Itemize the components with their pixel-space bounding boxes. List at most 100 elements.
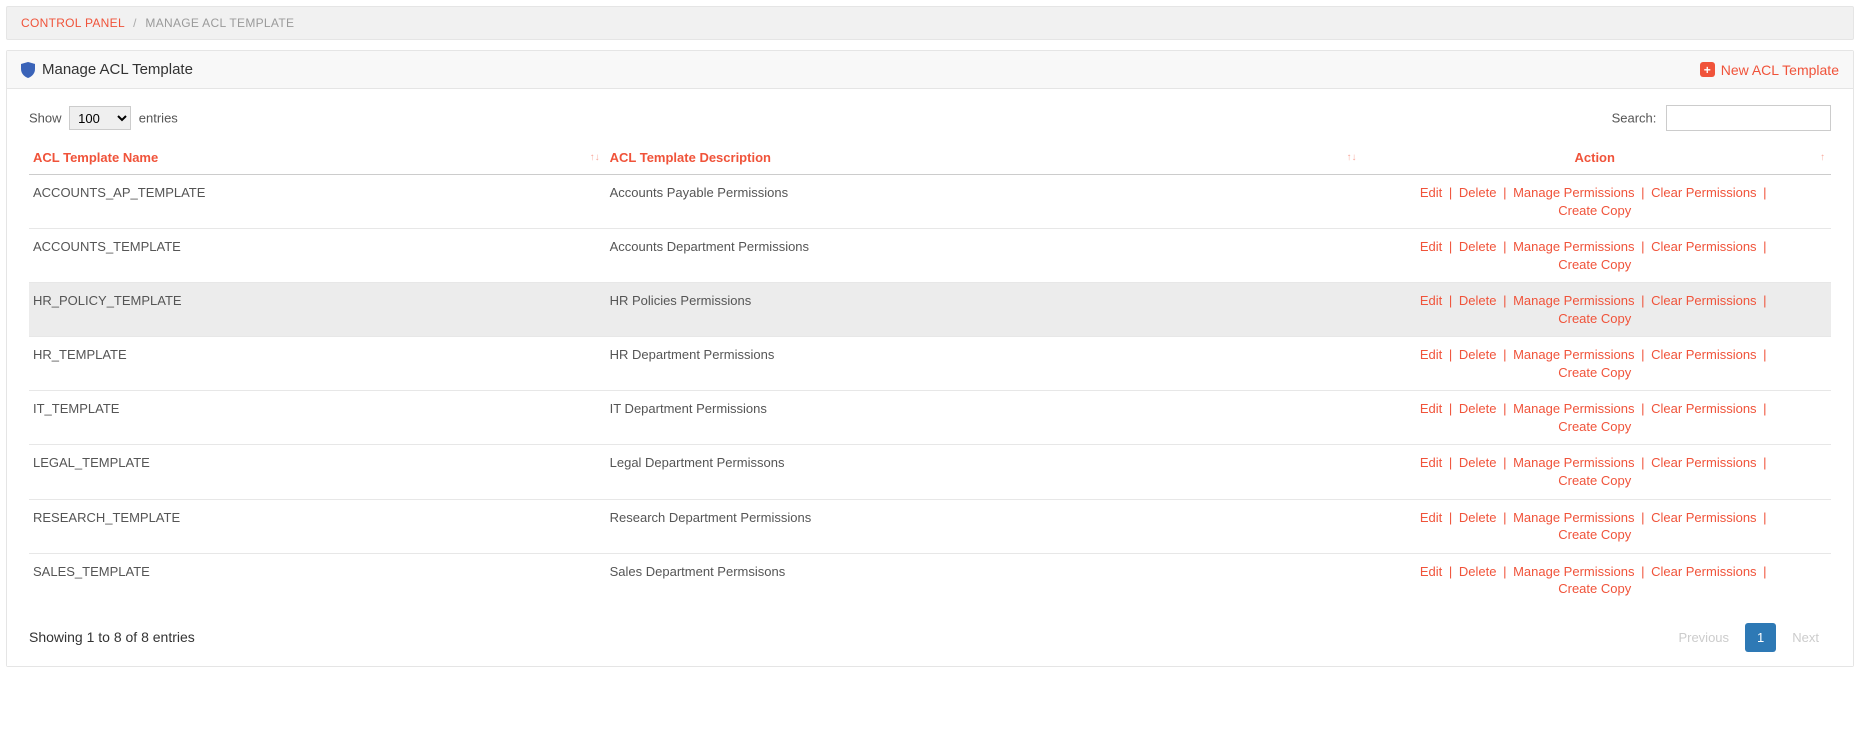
column-header-description-label: ACL Template Description — [610, 150, 771, 165]
cell-actions: Edit | Delete | Manage Permissions | Cle… — [1362, 499, 1831, 553]
action-separator: | — [1499, 347, 1510, 362]
action-clear-permissions[interactable]: Clear Permissions — [1651, 510, 1756, 525]
action-create-copy[interactable]: Create Copy — [1558, 257, 1631, 272]
action-separator: | — [1637, 185, 1648, 200]
column-header-action[interactable]: Action ↑ — [1362, 141, 1831, 175]
action-separator: | — [1637, 293, 1648, 308]
column-header-action-label: Action — [1575, 150, 1615, 165]
action-separator: | — [1760, 564, 1767, 579]
action-separator: | — [1445, 347, 1456, 362]
action-edit[interactable]: Edit — [1420, 510, 1442, 525]
pagination-previous[interactable]: Previous — [1666, 623, 1741, 652]
cell-description: IT Department Permissions — [606, 391, 1363, 445]
action-separator: | — [1445, 564, 1456, 579]
action-create-copy[interactable]: Create Copy — [1558, 527, 1631, 542]
cell-description: HR Department Permissions — [606, 337, 1363, 391]
action-separator: | — [1637, 564, 1648, 579]
entries-select[interactable]: 100 — [69, 106, 131, 130]
column-header-name-label: ACL Template Name — [33, 150, 158, 165]
cell-actions: Edit | Delete | Manage Permissions | Cle… — [1362, 175, 1831, 229]
action-separator: | — [1445, 510, 1456, 525]
search-input[interactable] — [1666, 105, 1831, 131]
action-clear-permissions[interactable]: Clear Permissions — [1651, 564, 1756, 579]
action-delete[interactable]: Delete — [1459, 239, 1497, 254]
cell-name: ACCOUNTS_AP_TEMPLATE — [29, 175, 606, 229]
action-clear-permissions[interactable]: Clear Permissions — [1651, 401, 1756, 416]
action-edit[interactable]: Edit — [1420, 455, 1442, 470]
cell-description: Accounts Payable Permissions — [606, 175, 1363, 229]
action-clear-permissions[interactable]: Clear Permissions — [1651, 455, 1756, 470]
cell-description: Sales Department Permsisons — [606, 553, 1363, 607]
column-header-description[interactable]: ACL Template Description ↑↓ — [606, 141, 1363, 175]
action-separator: | — [1499, 185, 1510, 200]
action-clear-permissions[interactable]: Clear Permissions — [1651, 185, 1756, 200]
action-create-copy[interactable]: Create Copy — [1558, 203, 1631, 218]
action-manage-permissions[interactable]: Manage Permissions — [1513, 347, 1634, 362]
action-delete[interactable]: Delete — [1459, 401, 1497, 416]
action-separator: | — [1760, 347, 1767, 362]
action-create-copy[interactable]: Create Copy — [1558, 581, 1631, 596]
new-acl-template-button[interactable]: + New ACL Template — [1700, 62, 1839, 78]
table-row: IT_TEMPLATEIT Department Permissions Edit… — [29, 391, 1831, 445]
pagination-page-1[interactable]: 1 — [1745, 623, 1776, 652]
action-manage-permissions[interactable]: Manage Permissions — [1513, 185, 1634, 200]
acl-template-table: ACL Template Name ↑↓ ACL Template Descri… — [29, 141, 1831, 607]
action-create-copy[interactable]: Create Copy — [1558, 365, 1631, 380]
pagination-next[interactable]: Next — [1780, 623, 1831, 652]
action-edit[interactable]: Edit — [1420, 401, 1442, 416]
action-delete[interactable]: Delete — [1459, 293, 1497, 308]
action-separator: | — [1760, 455, 1767, 470]
action-delete[interactable]: Delete — [1459, 455, 1497, 470]
cell-description: Research Department Permissions — [606, 499, 1363, 553]
action-manage-permissions[interactable]: Manage Permissions — [1513, 510, 1634, 525]
cell-actions: Edit | Delete | Manage Permissions | Cle… — [1362, 283, 1831, 337]
action-manage-permissions[interactable]: Manage Permissions — [1513, 401, 1634, 416]
action-separator: | — [1637, 239, 1648, 254]
show-label-suffix: entries — [139, 111, 178, 126]
table-row: ACCOUNTS_AP_TEMPLATEAccounts Payable Per… — [29, 175, 1831, 229]
search-label: Search: — [1612, 111, 1657, 126]
action-separator: | — [1499, 564, 1510, 579]
breadcrumb-link-control-panel[interactable]: CONTROL PANEL — [21, 16, 124, 30]
action-separator: | — [1445, 401, 1456, 416]
breadcrumb: CONTROL PANEL / MANAGE ACL TEMPLATE — [6, 6, 1854, 40]
action-create-copy[interactable]: Create Copy — [1558, 311, 1631, 326]
action-manage-permissions[interactable]: Manage Permissions — [1513, 564, 1634, 579]
panel-title: Manage ACL Template — [21, 61, 193, 78]
table-row: HR_TEMPLATEHR Department Permissions Edit… — [29, 337, 1831, 391]
action-clear-permissions[interactable]: Clear Permissions — [1651, 347, 1756, 362]
breadcrumb-separator: / — [133, 16, 137, 30]
cell-actions: Edit | Delete | Manage Permissions | Cle… — [1362, 229, 1831, 283]
table-row: RESEARCH_TEMPLATEResearch Department Per… — [29, 499, 1831, 553]
action-create-copy[interactable]: Create Copy — [1558, 473, 1631, 488]
cell-name: ACCOUNTS_TEMPLATE — [29, 229, 606, 283]
column-header-name[interactable]: ACL Template Name ↑↓ — [29, 141, 606, 175]
action-edit[interactable]: Edit — [1420, 293, 1442, 308]
pagination: Previous 1 Next — [1666, 623, 1831, 652]
action-delete[interactable]: Delete — [1459, 564, 1497, 579]
action-clear-permissions[interactable]: Clear Permissions — [1651, 239, 1756, 254]
action-manage-permissions[interactable]: Manage Permissions — [1513, 239, 1634, 254]
action-manage-permissions[interactable]: Manage Permissions — [1513, 455, 1634, 470]
sort-icon: ↑ — [1820, 153, 1825, 163]
action-delete[interactable]: Delete — [1459, 185, 1497, 200]
action-create-copy[interactable]: Create Copy — [1558, 419, 1631, 434]
cell-name: HR_TEMPLATE — [29, 337, 606, 391]
action-edit[interactable]: Edit — [1420, 185, 1442, 200]
action-delete[interactable]: Delete — [1459, 510, 1497, 525]
table-row: ACCOUNTS_TEMPLATEAccounts Department Per… — [29, 229, 1831, 283]
cell-actions: Edit | Delete | Manage Permissions | Cle… — [1362, 553, 1831, 607]
action-edit[interactable]: Edit — [1420, 564, 1442, 579]
action-clear-permissions[interactable]: Clear Permissions — [1651, 293, 1756, 308]
action-separator: | — [1760, 239, 1767, 254]
table-footer: Showing 1 to 8 of 8 entries Previous 1 N… — [29, 623, 1831, 652]
table-row: LEGAL_TEMPLATELegal Department Permisson… — [29, 445, 1831, 499]
action-delete[interactable]: Delete — [1459, 347, 1497, 362]
action-edit[interactable]: Edit — [1420, 239, 1442, 254]
shield-icon — [21, 62, 35, 78]
action-edit[interactable]: Edit — [1420, 347, 1442, 362]
sort-icon: ↑↓ — [590, 153, 600, 163]
cell-name: IT_TEMPLATE — [29, 391, 606, 445]
action-manage-permissions[interactable]: Manage Permissions — [1513, 293, 1634, 308]
table-row: SALES_TEMPLATESales Department Permsison… — [29, 553, 1831, 607]
